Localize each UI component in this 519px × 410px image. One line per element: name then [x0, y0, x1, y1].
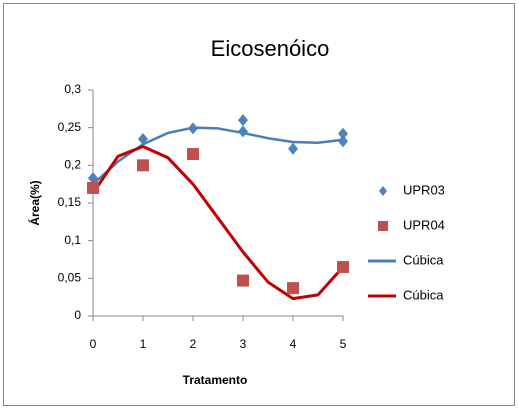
point	[187, 148, 199, 161]
point	[238, 114, 248, 127]
x-tick-label: 1	[140, 337, 147, 351]
chart-title: Eicosenóico	[211, 36, 330, 61]
point	[87, 181, 99, 194]
legend-label: UPR03	[403, 182, 445, 197]
point	[137, 159, 149, 172]
x-tick-label: 4	[290, 337, 297, 351]
chart-border	[3, 3, 515, 406]
x-tick-label: 5	[340, 337, 347, 351]
x-axis-label: Tratamento	[183, 373, 248, 387]
fit-line	[91, 145, 345, 301]
point	[338, 127, 348, 140]
point	[238, 125, 248, 138]
point	[287, 282, 299, 295]
legend-label: Cúbica	[403, 287, 444, 302]
point	[338, 135, 348, 148]
point	[337, 261, 349, 274]
y-tick-label: 0,15	[58, 195, 82, 209]
x-tick-label: 2	[190, 337, 197, 351]
point	[88, 172, 98, 185]
legend-marker	[379, 186, 387, 196]
point	[237, 274, 249, 287]
y-tick-label: 0,3	[64, 82, 81, 96]
y-tick-label: 0,2	[64, 158, 81, 172]
x-tick-label: 0	[90, 337, 97, 351]
y-tick-label: 0,25	[58, 120, 82, 134]
legend-marker	[378, 221, 388, 231]
point	[288, 142, 298, 155]
y-tick-label: 0,1	[64, 233, 81, 247]
y-tick-label: 0,05	[58, 271, 82, 285]
legend-label: UPR04	[403, 217, 445, 232]
y-axis-label: Área(%)	[27, 180, 42, 225]
y-tick-label: 0	[74, 308, 81, 322]
x-tick-label: 3	[240, 337, 247, 351]
point	[188, 122, 198, 135]
legend-label: Cúbica	[403, 252, 444, 267]
point	[138, 132, 148, 145]
